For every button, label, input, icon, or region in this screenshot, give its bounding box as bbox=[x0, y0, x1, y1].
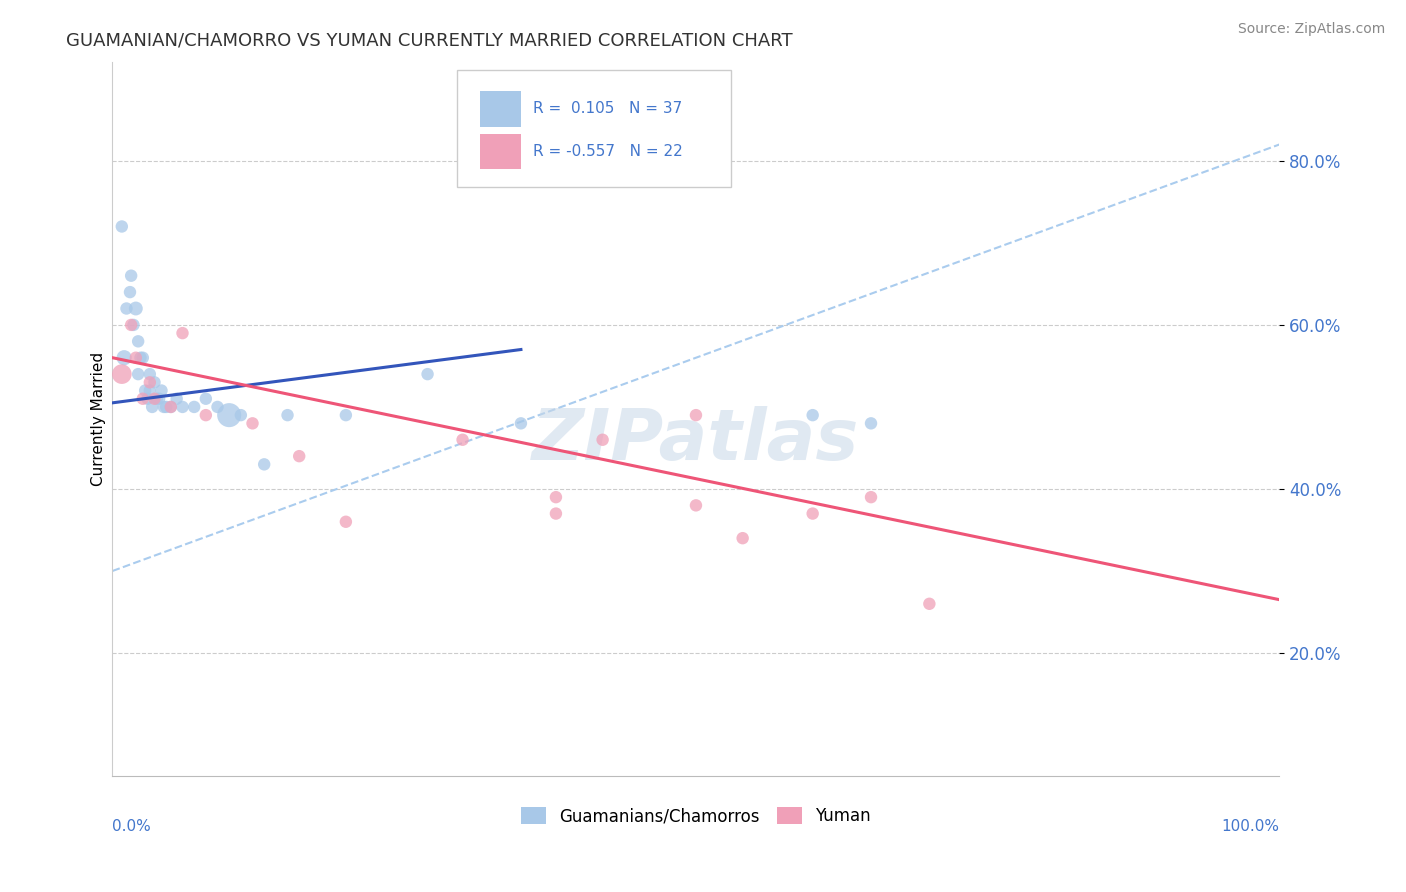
Point bbox=[451, 433, 474, 447]
Point bbox=[242, 417, 264, 431]
Point bbox=[148, 392, 170, 406]
Point bbox=[122, 318, 145, 332]
Point bbox=[544, 507, 567, 521]
Text: GUAMANIAN/CHAMORRO VS YUMAN CURRENTLY MARRIED CORRELATION CHART: GUAMANIAN/CHAMORRO VS YUMAN CURRENTLY MA… bbox=[66, 32, 793, 50]
Point bbox=[125, 301, 148, 316]
Point bbox=[685, 499, 707, 513]
Point bbox=[592, 433, 614, 447]
Point bbox=[132, 351, 155, 365]
Point bbox=[141, 400, 163, 414]
Point bbox=[136, 392, 159, 406]
Point bbox=[146, 392, 169, 406]
Point bbox=[160, 400, 183, 414]
Text: Source: ZipAtlas.com: Source: ZipAtlas.com bbox=[1237, 22, 1385, 37]
Point bbox=[218, 408, 240, 422]
Point bbox=[801, 408, 824, 422]
Point bbox=[229, 408, 252, 422]
Point bbox=[172, 400, 194, 414]
Point bbox=[111, 367, 134, 381]
Point bbox=[288, 449, 311, 463]
Point bbox=[685, 408, 707, 422]
Text: 0.0%: 0.0% bbox=[112, 819, 152, 834]
Point bbox=[731, 531, 754, 545]
Point bbox=[111, 219, 134, 234]
Point bbox=[172, 326, 194, 340]
Point bbox=[253, 458, 276, 472]
Point bbox=[166, 392, 188, 406]
Point bbox=[860, 490, 883, 504]
Point bbox=[860, 417, 883, 431]
Point bbox=[183, 400, 205, 414]
Point bbox=[125, 351, 148, 365]
Point bbox=[143, 392, 166, 406]
Point bbox=[918, 597, 941, 611]
Point bbox=[139, 367, 162, 381]
Point bbox=[127, 367, 149, 381]
Bar bbox=[479, 134, 520, 169]
Point bbox=[127, 334, 149, 349]
Y-axis label: Currently Married: Currently Married bbox=[90, 352, 105, 486]
Point bbox=[120, 268, 142, 283]
Point bbox=[112, 351, 135, 365]
Point bbox=[139, 384, 162, 398]
Point bbox=[801, 507, 824, 521]
Point bbox=[143, 376, 166, 390]
Point bbox=[115, 301, 138, 316]
Bar bbox=[479, 91, 520, 127]
FancyBboxPatch shape bbox=[457, 70, 731, 187]
Point bbox=[416, 367, 439, 381]
Text: 100.0%: 100.0% bbox=[1222, 819, 1279, 834]
Point bbox=[120, 318, 142, 332]
Point bbox=[276, 408, 298, 422]
Point bbox=[207, 400, 229, 414]
Point bbox=[194, 392, 217, 406]
Point bbox=[335, 408, 357, 422]
Point bbox=[132, 392, 155, 406]
Point bbox=[118, 285, 141, 299]
Point bbox=[194, 408, 217, 422]
Point bbox=[155, 400, 177, 414]
Text: R =  0.105   N = 37: R = 0.105 N = 37 bbox=[533, 102, 682, 116]
Text: R = -0.557   N = 22: R = -0.557 N = 22 bbox=[533, 145, 682, 159]
Point bbox=[153, 400, 176, 414]
Point bbox=[139, 376, 162, 390]
Point bbox=[160, 400, 183, 414]
Point bbox=[544, 490, 567, 504]
Point bbox=[509, 417, 531, 431]
Text: ZIPatlas: ZIPatlas bbox=[533, 406, 859, 475]
Legend: Guamanians/Chamorros, Yuman: Guamanians/Chamorros, Yuman bbox=[515, 800, 877, 832]
Point bbox=[134, 384, 156, 398]
Point bbox=[335, 515, 357, 529]
Point bbox=[150, 384, 173, 398]
Point bbox=[129, 351, 152, 365]
